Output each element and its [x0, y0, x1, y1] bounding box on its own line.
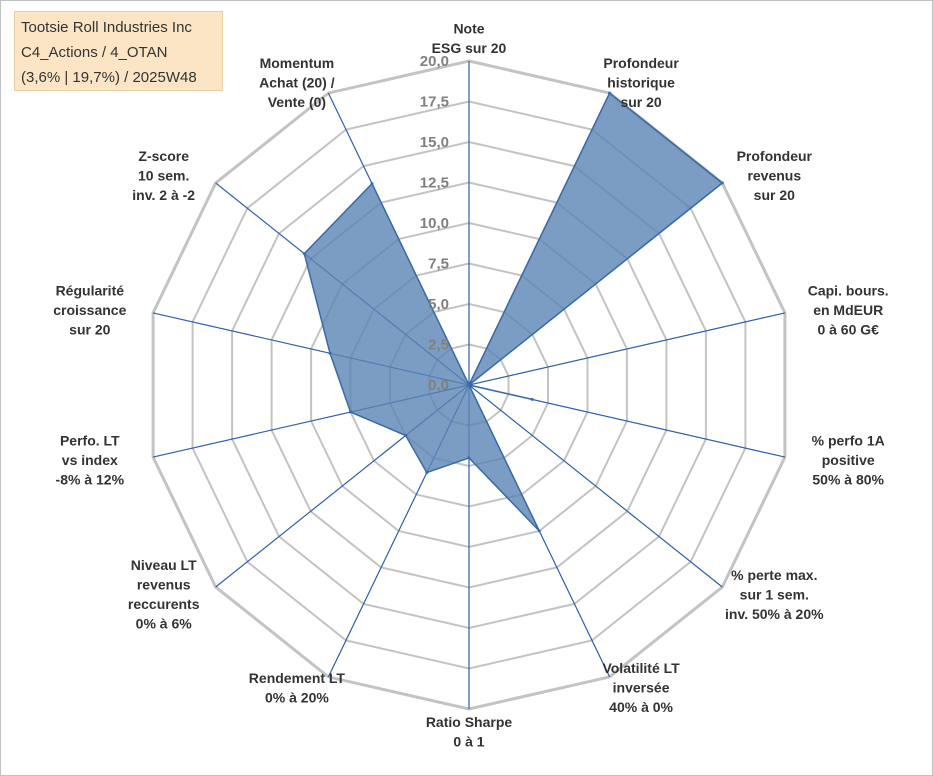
tick-label: 5,0	[428, 296, 449, 313]
tick-label: 17,5	[420, 94, 449, 111]
axis-label-regularite-croissance: Régularité croissance sur 20	[53, 283, 126, 338]
tick-label: 10,0	[420, 215, 449, 232]
axis-label-line: croissance	[53, 302, 126, 318]
axis-label-line: inv. 2 à -2	[132, 187, 195, 203]
axis-label-line: Capi. bours.	[808, 283, 889, 299]
data-point-profondeur-revenus	[720, 181, 724, 185]
axis-label-line: 10 sem.	[138, 168, 189, 184]
series-area	[303, 92, 724, 532]
axis-label-line: Rendement LT	[249, 670, 346, 686]
axis-label-line: en MdEUR	[813, 302, 883, 318]
axis-labels: Note ESG sur 20 Profondeur historique sur 20…	[53, 21, 888, 750]
axis-label-line: ESG sur 20	[432, 40, 507, 56]
axis-label-profondeur-revenus: Profondeur revenus sur 20	[737, 148, 813, 203]
axis-label-perfo-lt-index: Perfo. LT vs index -8% à 12%	[56, 432, 125, 487]
axis-label-line: positive	[822, 452, 875, 468]
axis-label-line: revenus	[137, 577, 191, 593]
data-point-profondeur-historique	[608, 91, 612, 95]
axis-label-line: % perfo 1A	[812, 432, 885, 448]
data-point-perfo-lt-index	[349, 410, 352, 414]
data-series	[302, 91, 724, 533]
tick-label: 15,0	[420, 134, 449, 151]
axis-label-line: -8% à 12%	[56, 471, 125, 487]
axis-label-line: 40% à 0%	[609, 699, 673, 715]
axis-label-capi-bours: Capi. bours. en MdEUR 0 à 60 G€	[808, 283, 889, 338]
data-point-z-score	[302, 252, 306, 256]
axis-label-line: sur 20	[620, 94, 661, 110]
axis-label-line: Perfo. LT	[60, 432, 120, 448]
tick-label: 7,5	[428, 256, 449, 273]
data-point-rendement-lt	[425, 471, 429, 475]
axis-label-line: revenus	[747, 168, 801, 184]
title-line-2: C4_Actions / 4_OTAN	[21, 44, 168, 61]
axis-label-line: inversée	[613, 680, 670, 696]
axis-label-line: 0% à 6%	[136, 616, 193, 632]
axis-spoke-capi-bours	[468, 312, 786, 386]
axis-label-line: Z-score	[138, 148, 189, 164]
axis-label-line: sur 20	[754, 187, 795, 203]
data-point-regularite-croissance	[328, 351, 332, 355]
axis-label-ratio-sharpe: Ratio Sharpe 0 à 1	[426, 714, 513, 750]
tick-label: 12,5	[420, 175, 449, 192]
data-point-perfo-1a	[530, 397, 534, 401]
data-point-volatilite-lt	[537, 529, 541, 533]
axis-label-line: Volatilité LT	[602, 660, 680, 676]
axis-label-line: Profondeur	[603, 55, 679, 71]
axis-label-line: Note	[453, 21, 484, 37]
axis-label-z-score: Z-score 10 sem. inv. 2 à -2	[132, 148, 195, 203]
axis-label-line: reccurents	[128, 596, 200, 612]
axis-label-line: Vente (0)	[268, 94, 326, 110]
title-box: Tootsie Roll Industries Inc C4_Actions /…	[14, 11, 223, 91]
axis-label-perfo-1a: % perfo 1A positive 50% à 80%	[812, 432, 885, 487]
axis-label-niveau-lt-revenus: Niveau LT revenus reccurents 0% à 6%	[128, 557, 200, 632]
axis-label-rendement-lt: Rendement LT 0% à 20%	[249, 670, 346, 706]
tick-labels: 0,0 2,5 5,0 7,5 10,0 12,5 15,0 17,5 20,0	[420, 53, 449, 394]
axis-label-line: Profondeur	[737, 148, 813, 164]
axis-label-line: vs index	[62, 452, 118, 468]
tick-label: 0,0	[428, 377, 449, 394]
axis-label-line: Achat (20) /	[259, 74, 335, 90]
axis-label-line: 0 à 1	[453, 734, 484, 750]
axis-label-perte-max: % perte max. sur 1 sem. inv. 50% à 20%	[725, 567, 824, 622]
axis-label-line: sur 1 sem.	[740, 587, 809, 603]
title-line-1: Tootsie Roll Industries Inc	[21, 19, 192, 36]
tick-label: 20,0	[420, 53, 449, 70]
data-point-momentum	[370, 182, 374, 186]
axis-label-line: % perte max.	[731, 567, 817, 583]
data-point-perte-max	[467, 383, 471, 387]
axis-label-line: Momentum	[260, 55, 335, 71]
axis-label-line: Niveau LT	[131, 557, 197, 573]
axis-label-profondeur-historique: Profondeur historique sur 20	[603, 55, 679, 110]
axis-label-line: Régularité	[56, 283, 125, 299]
data-point-ratio-sharpe	[467, 456, 471, 460]
axis-spoke-perte-max	[468, 384, 723, 588]
axis-label-line: inv. 50% à 20%	[725, 606, 824, 622]
axis-label-volatilite-lt: Volatilité LT inversée 40% à 0%	[602, 660, 680, 715]
axis-label-line: 0% à 20%	[265, 690, 329, 706]
axis-label-line: sur 20	[69, 322, 110, 338]
axis-label-line: Ratio Sharpe	[426, 714, 513, 730]
axis-label-momentum: Momentum Achat (20) / Vente (0)	[259, 55, 335, 110]
tick-label: 2,5	[428, 337, 449, 354]
axis-label-line: historique	[607, 74, 675, 90]
title-line-3: (3,6% | 19,7%) / 2025W48	[21, 69, 197, 86]
axis-label-line: 50% à 80%	[812, 471, 884, 487]
data-point-niveau-lt-revenus	[404, 434, 408, 437]
axis-label-note-esg: Note ESG sur 20	[432, 21, 507, 57]
axis-label-line: 0 à 60 G€	[817, 322, 879, 338]
